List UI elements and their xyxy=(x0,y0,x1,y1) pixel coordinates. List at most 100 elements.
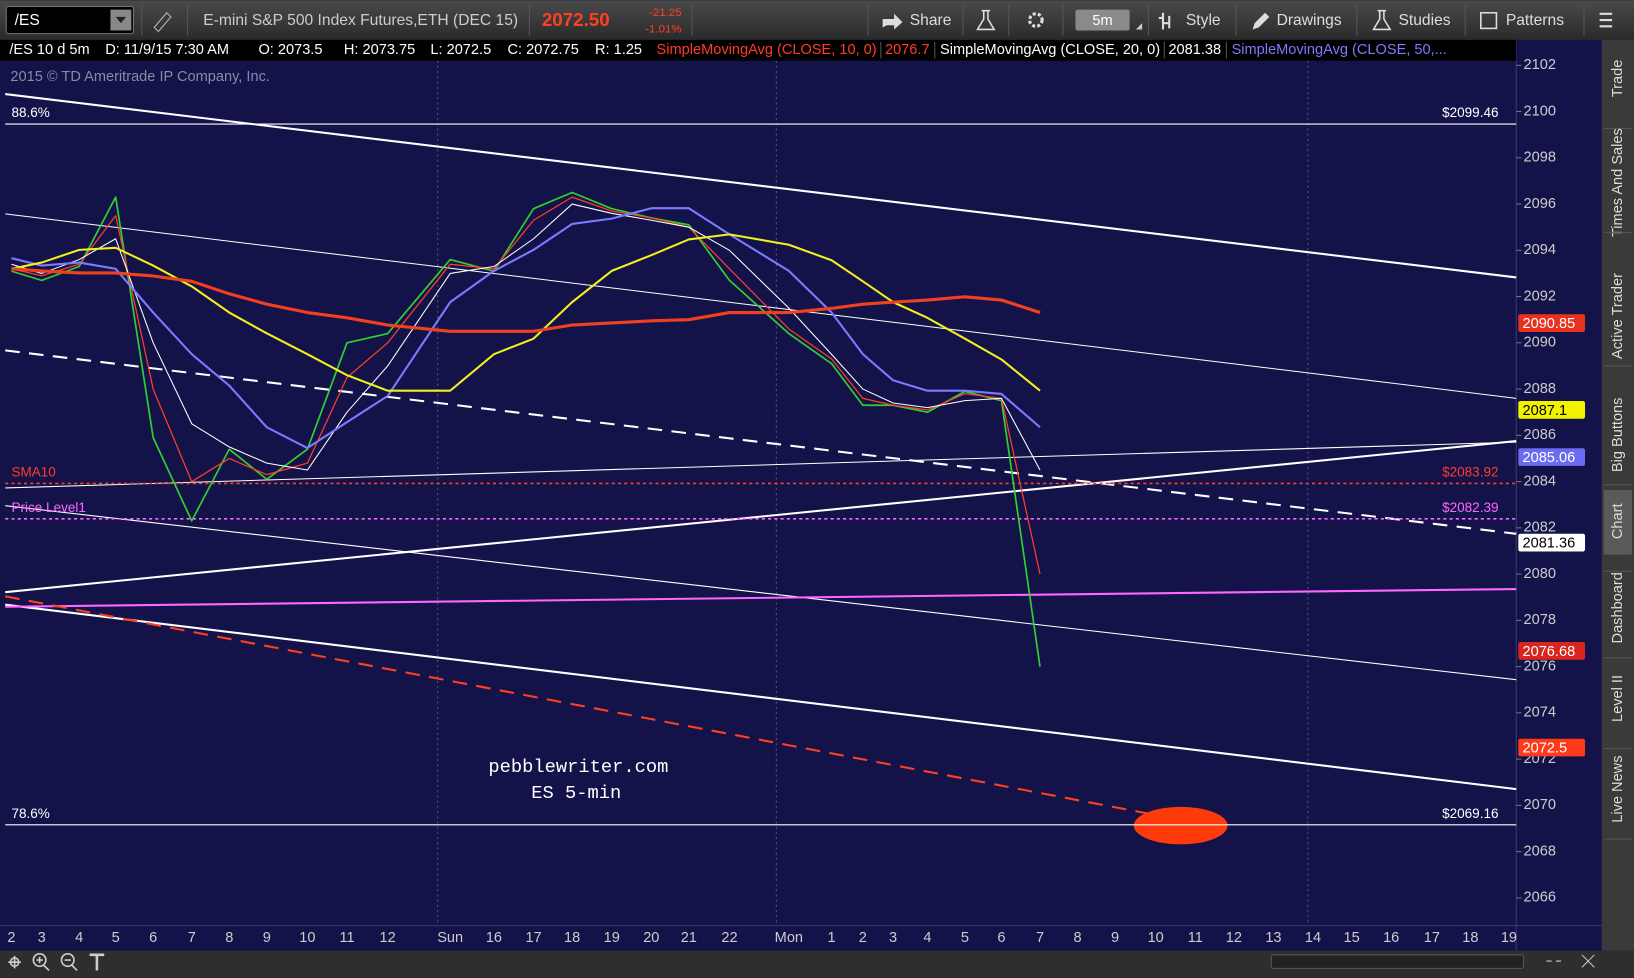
x-tick-label: 8 xyxy=(225,930,233,946)
y-tick-label: 2100 xyxy=(1524,103,1556,119)
series-line xyxy=(11,207,1041,450)
x-tick-label: 17 xyxy=(525,930,541,946)
y-tick-label: 2080 xyxy=(1524,566,1556,582)
style-button[interactable]: Style xyxy=(1186,12,1221,29)
link-icon[interactable] xyxy=(153,11,172,33)
drawings-button[interactable]: Drawings xyxy=(1277,12,1342,29)
series-line xyxy=(11,196,1041,575)
price-tag xyxy=(1518,401,1586,419)
x-tick-label: 6 xyxy=(997,930,1005,946)
price-tag xyxy=(1518,448,1586,466)
drawings-icon[interactable] xyxy=(1252,12,1270,30)
side-tab[interactable]: Dashboard xyxy=(1610,572,1626,643)
x-tick-label: 5 xyxy=(112,930,120,946)
series-line xyxy=(11,191,1041,667)
x-tick-label: 22 xyxy=(721,930,737,946)
x-tick-label: 19 xyxy=(1501,930,1517,946)
x-tick-label: 11 xyxy=(339,930,354,946)
symbol-box[interactable] xyxy=(5,5,134,35)
copyright: 2015 © TD Ameritrade IP Company, Inc. xyxy=(10,69,270,85)
symbol[interactable]: /ES xyxy=(15,12,40,29)
flask-icon[interactable] xyxy=(976,9,996,31)
study-name: SimpleMovingAvg (CLOSE, 20, 0) xyxy=(940,42,1160,58)
header-strip xyxy=(0,39,1517,61)
zoom-icons[interactable] xyxy=(8,952,105,972)
y-tick-label: 2096 xyxy=(1524,196,1556,212)
corner-arrow xyxy=(1135,23,1143,30)
y-tick-label: 2092 xyxy=(1524,288,1556,304)
x-tick-label: 19 xyxy=(604,930,620,946)
x-tick-label: 10 xyxy=(1148,930,1164,946)
annotation: ES 5-min xyxy=(531,782,621,804)
side-tab[interactable]: Big Buttons xyxy=(1610,398,1626,473)
side-tab[interactable]: Active Trader xyxy=(1610,273,1626,359)
patterns-button[interactable]: Patterns xyxy=(1506,12,1564,29)
x-tick-label: 14 xyxy=(1305,930,1321,946)
share-icon[interactable] xyxy=(882,13,903,30)
price-tag-label: 2072.5 xyxy=(1522,740,1567,756)
study-name: SimpleMovingAvg (CLOSE, 50,... xyxy=(1232,42,1447,58)
x-tick-label: 13 xyxy=(1265,930,1281,946)
y-tick-label: 2068 xyxy=(1524,843,1556,859)
active-tab xyxy=(1603,490,1632,555)
x-tick-label: 9 xyxy=(1111,930,1119,946)
trendlines xyxy=(5,93,1517,817)
level-label: $2099.46 xyxy=(1442,105,1498,120)
x-tick-label: 21 xyxy=(681,930,697,946)
pct-change: -1.01% xyxy=(645,23,681,35)
x-tick-label: 5 xyxy=(961,930,969,946)
study-name: SimpleMovingAvg (CLOSE, 10, 0) xyxy=(657,42,877,58)
y-tick-label: 2086 xyxy=(1524,427,1556,443)
scrollbar[interactable] xyxy=(1270,954,1525,969)
last-price: 2072.50 xyxy=(542,9,610,30)
x-tick-label: 16 xyxy=(1383,930,1399,946)
header-item: O: 2073.5 xyxy=(258,42,322,58)
study-value: 2081.38 xyxy=(1168,42,1221,58)
menu-icon[interactable] xyxy=(1599,12,1613,28)
plot-background xyxy=(0,39,1602,951)
patterns-icon[interactable] xyxy=(1480,11,1498,30)
interval-box[interactable] xyxy=(1075,9,1130,31)
target-ellipse xyxy=(1133,806,1228,845)
share-button[interactable]: Share xyxy=(910,12,952,29)
scroll-arrows[interactable] xyxy=(1546,954,1595,968)
x-tick-label: 16 xyxy=(486,930,502,946)
y-tick-label: 2074 xyxy=(1524,705,1556,721)
y-tick-label: 2088 xyxy=(1524,381,1556,397)
x-tick-label: 7 xyxy=(1036,930,1044,946)
studies-icon[interactable] xyxy=(1372,9,1392,31)
side-tab[interactable]: Trade xyxy=(1610,60,1626,98)
price-tag xyxy=(1518,533,1586,552)
side-tab[interactable]: Chart xyxy=(1610,503,1626,539)
side-tab[interactable]: Level II xyxy=(1610,675,1626,722)
side-tab[interactable]: Times And Sales xyxy=(1610,128,1626,237)
header-item: D: 11/9/15 7:30 AM xyxy=(105,42,229,58)
x-tick-label: 7 xyxy=(188,930,196,946)
x-tick-label: 10 xyxy=(299,930,315,946)
price-tag xyxy=(1518,314,1586,333)
price-tag-label: 2081.36 xyxy=(1522,536,1575,552)
level-label: $2083.92 xyxy=(1442,465,1498,480)
x-tick-label: 8 xyxy=(1073,930,1081,946)
studies-button[interactable]: Studies xyxy=(1398,12,1450,29)
y-tick-label: 2094 xyxy=(1524,242,1556,258)
toolbar-separators xyxy=(141,4,1585,36)
side-tab[interactable]: Live News xyxy=(1610,755,1626,822)
style-icon[interactable] xyxy=(1158,12,1171,30)
x-tick-label: 3 xyxy=(38,930,46,946)
x-tick-label: 3 xyxy=(889,930,897,946)
settings-icon[interactable] xyxy=(1028,12,1044,28)
interval[interactable]: 5m xyxy=(1092,13,1112,29)
y-tick-label: 2098 xyxy=(1524,150,1556,166)
y-tick-label: 2070 xyxy=(1524,797,1556,813)
header-item: C: 2072.75 xyxy=(507,42,578,58)
x-tick-label: 15 xyxy=(1343,930,1359,946)
x-tick-label: 4 xyxy=(75,930,83,946)
description: E-mini S&P 500 Index Futures,ETH (DEC 15… xyxy=(203,12,518,29)
level-label: $2082.39 xyxy=(1442,500,1498,515)
x-tick-label: 18 xyxy=(564,930,580,946)
level-label: $2069.16 xyxy=(1442,806,1498,821)
net-change: -21.25 xyxy=(649,7,681,19)
